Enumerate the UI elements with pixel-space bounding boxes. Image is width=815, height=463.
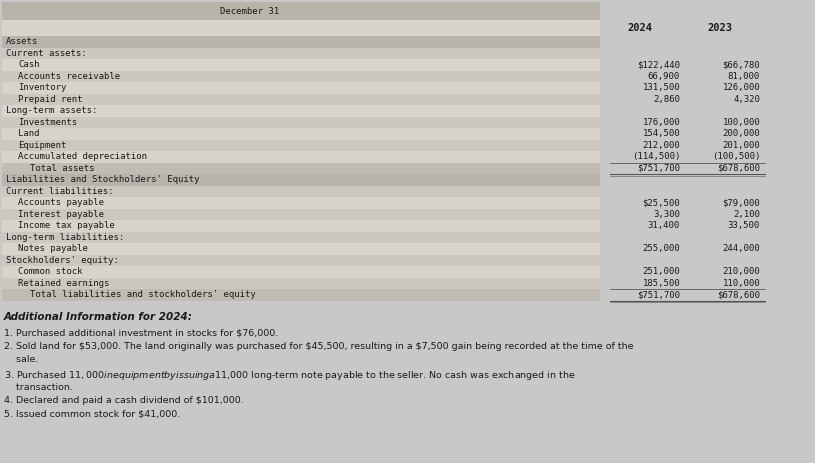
Bar <box>2 36 600 48</box>
Text: Land: Land <box>18 129 39 138</box>
Bar <box>2 220 600 232</box>
Text: Long-term liabilities:: Long-term liabilities: <box>6 233 124 242</box>
Bar <box>2 48 600 59</box>
Text: 200,000: 200,000 <box>722 129 760 138</box>
Text: 4,320: 4,320 <box>734 95 760 104</box>
Text: Liabilities and Stockholders' Equity: Liabilities and Stockholders' Equity <box>6 175 200 184</box>
Text: $66,780: $66,780 <box>722 60 760 69</box>
Text: 3,300: 3,300 <box>653 210 680 219</box>
Text: Accounts payable: Accounts payable <box>18 198 104 207</box>
Bar <box>2 139 600 151</box>
Bar <box>2 243 600 255</box>
Bar <box>2 277 600 289</box>
Text: 1. Purchased additional investment in stocks for $76,000.: 1. Purchased additional investment in st… <box>4 329 278 338</box>
Text: 2024: 2024 <box>628 23 653 33</box>
Text: Cash: Cash <box>18 60 39 69</box>
Text: Inventory: Inventory <box>18 83 66 92</box>
Text: Investments: Investments <box>18 118 77 127</box>
Text: Assets: Assets <box>6 37 38 46</box>
Text: Current assets:: Current assets: <box>6 49 86 58</box>
Text: Accumulated depreciation: Accumulated depreciation <box>18 152 147 161</box>
Bar <box>2 186 600 197</box>
Text: Long-term assets:: Long-term assets: <box>6 106 97 115</box>
Bar <box>2 306 802 458</box>
Bar <box>2 82 600 94</box>
Bar <box>2 255 600 266</box>
Text: Current liabilities:: Current liabilities: <box>6 187 113 196</box>
Text: 185,500: 185,500 <box>642 279 680 288</box>
Text: 2,860: 2,860 <box>653 95 680 104</box>
Bar <box>2 70 600 82</box>
Text: 31,400: 31,400 <box>648 221 680 230</box>
Text: 4. Declared and paid a cash dividend of $101,000.: 4. Declared and paid a cash dividend of … <box>4 396 244 405</box>
Text: Additional Information for 2024:: Additional Information for 2024: <box>4 313 193 323</box>
Text: 33,500: 33,500 <box>728 221 760 230</box>
Text: Equipment: Equipment <box>18 141 66 150</box>
Text: $751,700: $751,700 <box>637 290 680 299</box>
Text: 212,000: 212,000 <box>642 141 680 150</box>
Text: 154,500: 154,500 <box>642 129 680 138</box>
Text: sale.: sale. <box>4 356 38 364</box>
Bar <box>2 128 600 139</box>
Bar <box>2 163 600 174</box>
Text: 176,000: 176,000 <box>642 118 680 127</box>
Text: $678,600: $678,600 <box>717 164 760 173</box>
Text: Income tax payable: Income tax payable <box>18 221 115 230</box>
Bar <box>2 289 600 300</box>
Text: transaction.: transaction. <box>4 382 73 392</box>
Text: Stockholders' equity:: Stockholders' equity: <box>6 256 119 265</box>
Text: 100,000: 100,000 <box>722 118 760 127</box>
Text: December 31: December 31 <box>220 6 280 15</box>
Text: 3. Purchased $11,000 in equipment by issuing a $11,000 long-term note payable to: 3. Purchased $11,000 in equipment by iss… <box>4 369 575 382</box>
Text: 2023: 2023 <box>707 23 733 33</box>
Text: 255,000: 255,000 <box>642 244 680 253</box>
Text: Accounts receivable: Accounts receivable <box>18 72 120 81</box>
Bar <box>2 2 600 20</box>
Bar <box>2 151 600 163</box>
Text: $678,600: $678,600 <box>717 290 760 299</box>
Text: Retained earnings: Retained earnings <box>18 279 109 288</box>
Text: 2,100: 2,100 <box>734 210 760 219</box>
Bar <box>2 197 600 208</box>
Text: 5. Issued common stock for $41,000.: 5. Issued common stock for $41,000. <box>4 409 180 419</box>
Bar <box>2 266 600 277</box>
Text: 126,000: 126,000 <box>722 83 760 92</box>
Text: Interest payable: Interest payable <box>18 210 104 219</box>
Bar <box>2 117 600 128</box>
Text: 201,000: 201,000 <box>722 141 760 150</box>
Text: $751,700: $751,700 <box>637 164 680 173</box>
Text: 251,000: 251,000 <box>642 267 680 276</box>
Bar <box>2 174 600 186</box>
Text: 81,000: 81,000 <box>728 72 760 81</box>
Bar <box>2 232 600 243</box>
Bar <box>2 105 600 117</box>
Text: Total assets: Total assets <box>30 164 95 173</box>
Text: 210,000: 210,000 <box>722 267 760 276</box>
Bar <box>2 59 600 70</box>
Text: 2. Sold land for $53,000. The land originally was purchased for $45,500, resulti: 2. Sold land for $53,000. The land origi… <box>4 342 633 351</box>
Text: 244,000: 244,000 <box>722 244 760 253</box>
Text: Common stock: Common stock <box>18 267 82 276</box>
Text: $122,440: $122,440 <box>637 60 680 69</box>
Text: Prepaid rent: Prepaid rent <box>18 95 82 104</box>
Text: Total liabilities and stockholders' equity: Total liabilities and stockholders' equi… <box>30 290 256 299</box>
Text: 66,900: 66,900 <box>648 72 680 81</box>
Text: $25,500: $25,500 <box>642 198 680 207</box>
Text: 110,000: 110,000 <box>722 279 760 288</box>
Text: 131,500: 131,500 <box>642 83 680 92</box>
Text: Notes payable: Notes payable <box>18 244 88 253</box>
Text: (100,500): (100,500) <box>711 152 760 161</box>
Bar <box>2 20 600 36</box>
Bar <box>2 208 600 220</box>
Text: $79,000: $79,000 <box>722 198 760 207</box>
Bar <box>2 94 600 105</box>
Text: (114,500): (114,500) <box>632 152 680 161</box>
